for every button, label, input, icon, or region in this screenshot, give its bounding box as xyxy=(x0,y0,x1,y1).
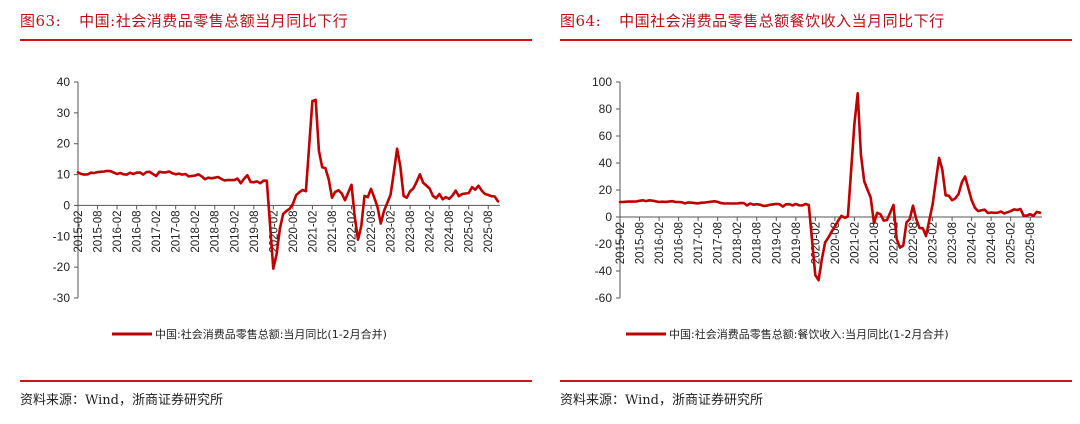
y-tick-label: 0 xyxy=(605,210,612,224)
x-tick-label: 2023-08 xyxy=(405,210,417,252)
y-tick-label: 60 xyxy=(599,129,613,143)
title-divider xyxy=(560,39,1072,41)
x-tick-label: 2015-02 xyxy=(73,210,85,252)
x-tick-label: 2025-02 xyxy=(464,210,476,252)
series-line xyxy=(618,92,1042,282)
x-tick-label: 2020-08 xyxy=(288,210,300,252)
x-tick-label: 2016-08 xyxy=(132,210,144,252)
y-tick-label: 20 xyxy=(57,137,71,151)
x-tick-label: 2016-08 xyxy=(674,222,686,264)
x-tick-label: 2018-08 xyxy=(752,222,764,264)
x-tick-label: 2024-08 xyxy=(986,222,998,264)
retail-sales-yoy-chart: 40 30 20 10 0 -10 -20 -30 2015-02 2015-08 2016-02 2… xyxy=(53,75,500,341)
x-tick-label: 2017-02 xyxy=(151,210,163,252)
x-tick-label: 2024-08 xyxy=(444,210,456,252)
figure-63-panel: 图63: 中国:社会消费品零售总额当月同比下行 40 30 20 10 0 -10 -20 -3… xyxy=(20,0,532,424)
y-tick-label: -30 xyxy=(53,291,71,305)
figure-63-title: 图63: 中国:社会消费品零售总额当月同比下行 xyxy=(20,10,348,31)
x-tick-label: 2019-02 xyxy=(229,210,241,252)
x-tick-label: 2025-08 xyxy=(483,210,495,252)
figure-64-panel: 图64: 中国社会消费品零售总额餐饮收入当月同比下行 100 80 60 40 20 0 -2… xyxy=(560,0,1072,424)
y-tick-label: -20 xyxy=(595,237,613,251)
source-divider xyxy=(20,380,532,382)
y-tick-label: -60 xyxy=(595,291,613,305)
source-note: 资料来源：Wind，浙商证券研究所 xyxy=(560,393,763,408)
series-line xyxy=(76,98,500,270)
x-tick-label: 2017-08 xyxy=(171,210,183,252)
figure-number: 图64: xyxy=(560,12,602,30)
y-tick-label: 40 xyxy=(57,75,71,89)
figure-64-title: 图64: 中国社会消费品零售总额餐饮收入当月同比下行 xyxy=(560,10,945,31)
y-tick-label: 0 xyxy=(63,198,70,212)
x-tick-label: 2019-02 xyxy=(771,222,783,264)
x-tick-label: 2017-02 xyxy=(693,222,705,264)
x-tick-label: 2022-08 xyxy=(366,210,378,252)
y-tick-label: 40 xyxy=(599,156,613,170)
x-tick-label: 2024-02 xyxy=(967,222,979,264)
figure-title-text: 中国社会消费品零售总额餐饮收入当月同比下行 xyxy=(619,12,945,30)
x-tick-label: 2019-08 xyxy=(791,222,803,264)
x-tick-label: 2021-08 xyxy=(327,210,339,252)
x-tick-label: 2018-02 xyxy=(732,222,744,264)
x-tick-label: 2021-02 xyxy=(307,210,319,252)
x-tick-label: 2023-02 xyxy=(386,210,398,252)
legend-label: 中国:社会消费品零售总额:当月同比(1-2月合并) xyxy=(155,327,387,341)
legend-label: 中国:社会消费品零售总额:餐饮收入:当月同比(1-2月合并) xyxy=(669,327,949,341)
figure-title-text: 中国:社会消费品零售总额当月同比下行 xyxy=(79,12,349,30)
x-tick-label: 2018-08 xyxy=(210,210,222,252)
y-tick-label: -20 xyxy=(53,260,71,274)
x-tick-label: 2023-08 xyxy=(947,222,959,264)
x-tick-label: 2023-02 xyxy=(928,222,940,264)
y-tick-label: 10 xyxy=(57,168,71,182)
x-tick-label: 2021-02 xyxy=(849,222,861,264)
y-tick-label: 20 xyxy=(599,183,613,197)
x-tick-label: 2017-08 xyxy=(713,222,725,264)
y-tick-label: 100 xyxy=(592,75,612,89)
y-tick-label: -10 xyxy=(53,229,71,243)
x-tick-label: 2024-02 xyxy=(425,210,437,252)
source-divider xyxy=(560,380,1072,382)
x-tick-label: 2016-02 xyxy=(112,210,124,252)
x-tick-label: 2025-02 xyxy=(1006,222,1018,264)
x-tick-label: 2022-02 xyxy=(888,222,900,264)
x-tick-label: 2015-08 xyxy=(635,222,647,264)
y-tick-label: 30 xyxy=(57,106,71,120)
x-tick-label: 2021-08 xyxy=(869,222,881,264)
figure-number: 图63: xyxy=(20,12,62,30)
x-tick-label: 2019-08 xyxy=(249,210,261,252)
y-tick-label: -40 xyxy=(595,264,613,278)
x-tick-label: 2015-08 xyxy=(93,210,105,252)
x-tick-label: 2025-08 xyxy=(1025,222,1037,264)
x-tick-label: 2015-02 xyxy=(615,222,627,264)
title-divider xyxy=(20,39,532,41)
source-note: 资料来源：Wind，浙商证券研究所 xyxy=(20,393,223,408)
x-tick-label: 2016-02 xyxy=(654,222,666,264)
y-tick-label: 80 xyxy=(599,102,613,116)
catering-revenue-yoy-chart: 100 80 60 40 20 0 -20 -40 -60 2015-02 2015-08 2016-… xyxy=(592,75,1042,341)
x-tick-label: 2018-02 xyxy=(190,210,202,252)
x-tick-label: 2022-08 xyxy=(908,222,920,264)
x-tick-label: 2020-08 xyxy=(830,222,842,264)
